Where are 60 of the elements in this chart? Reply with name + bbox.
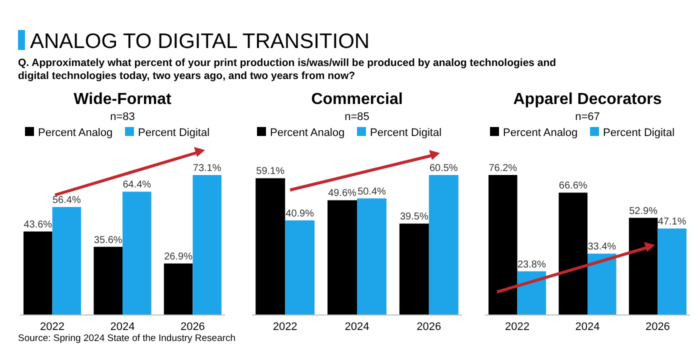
data-label: 33.4%	[588, 242, 616, 253]
x-tick-label: 2026	[180, 321, 205, 333]
legend-label: Percent Analog	[270, 127, 345, 139]
bar	[52, 206, 82, 315]
bar	[164, 263, 193, 315]
data-label: 47.1%	[658, 216, 686, 228]
text: Q. Approximately what percent of your print production is/was/will be produced by analog technologies and digital technologies today, two years ago, and two years from now?	[18, 57, 556, 82]
bar	[328, 200, 357, 315]
bar	[24, 232, 52, 315]
source-note: Source: Spring 2024 State of the Industry Research	[18, 333, 236, 344]
bar	[399, 224, 429, 315]
x-tick-label: 2024	[110, 321, 135, 333]
x-tick-label: 2024	[575, 321, 600, 333]
data-label: 76.2%	[488, 163, 518, 174]
bar	[488, 175, 518, 315]
data-label: 73.1%	[192, 163, 222, 174]
legend-label: Percent Digital	[603, 127, 675, 139]
data-label: 52.9%	[629, 206, 658, 217]
bar	[192, 175, 222, 315]
bar	[256, 178, 286, 315]
x-tick-label: 2022	[40, 321, 65, 333]
bar	[122, 192, 152, 315]
legend-label: Percent Digital	[138, 127, 210, 139]
data-label: 39.5%	[400, 212, 428, 223]
bar	[517, 271, 546, 315]
x-tick-label: 2024	[344, 321, 370, 333]
x-tick-label: 2026	[416, 321, 442, 333]
chart-title: Wide-Format	[74, 91, 172, 108]
data-label: 64.4%	[122, 180, 152, 191]
bar	[558, 192, 588, 315]
text: ANALOG TO DIGITAL TRANSITION	[30, 30, 370, 53]
data-label: 43.6%	[24, 220, 52, 230]
data-label: 49.6%	[328, 188, 357, 200]
bar	[94, 246, 122, 315]
x-tick-label: 2022	[505, 321, 530, 333]
data-label: 26.9%	[164, 251, 193, 262]
legend-label: Percent Analog	[503, 127, 578, 139]
bar	[428, 175, 458, 315]
data-label: 56.4%	[52, 194, 81, 206]
legend-label: Percent Analog	[38, 127, 113, 139]
data-label: 60.5%	[429, 163, 458, 174]
data-label: 59.1%	[256, 166, 285, 178]
x-tick-label: 2026	[645, 321, 670, 333]
bar	[628, 218, 658, 315]
chart-title: Apparel Decorators	[513, 91, 662, 108]
data-label: 40.9%	[286, 208, 314, 220]
bar	[588, 254, 616, 315]
data-label: 35.6%	[94, 234, 122, 246]
bar	[285, 220, 315, 315]
chart-title: Commercial	[311, 91, 403, 108]
data-label: 66.6%	[558, 180, 588, 192]
bar	[357, 198, 386, 315]
x-tick-label: 2022	[272, 321, 298, 333]
data-label: 50.4%	[358, 186, 386, 198]
bar	[658, 228, 686, 315]
legend-label: Percent Digital	[370, 127, 442, 139]
chart-subtitle: n=85	[344, 111, 370, 123]
chart-subtitle: n=83	[110, 111, 135, 123]
chart-subtitle: n=67	[575, 111, 600, 123]
data-label: 23.8%	[518, 259, 546, 270]
